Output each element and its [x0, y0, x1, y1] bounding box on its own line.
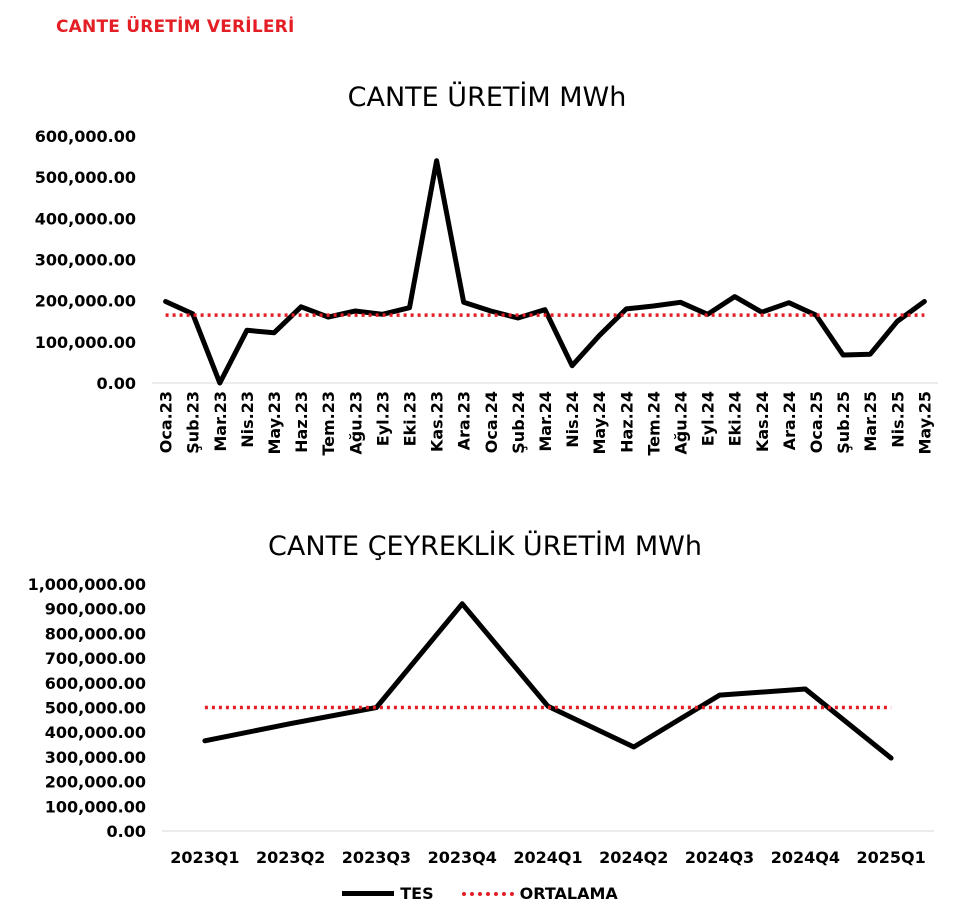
x-tick-label: May.23	[265, 391, 284, 455]
x-tick-label: 2024Q4	[771, 848, 840, 867]
y-tick-label: 200,000.00	[35, 292, 136, 311]
x-tick-label: 2024Q1	[513, 848, 582, 867]
y-tick-label: 600,000.00	[35, 127, 136, 146]
x-tick-label: Nis.23	[238, 391, 257, 448]
x-tick-label: Ara.24	[780, 391, 799, 450]
x-tick-label: Eki.24	[726, 391, 745, 446]
x-tick-label: Ara.23	[455, 391, 474, 450]
x-tick-label: Şub.23	[184, 391, 203, 454]
x-tick-label: 2024Q3	[685, 848, 754, 867]
legend-item-tes: TES	[342, 884, 434, 903]
legend-label-tes: TES	[400, 884, 434, 903]
y-tick-label: 600,000.00	[45, 674, 146, 693]
x-tick-label: 2024Q2	[599, 848, 668, 867]
series-line-tes	[202, 601, 894, 761]
chart-title: CANTE ÜRETİM MWh	[348, 81, 627, 113]
y-tick-label: 200,000.00	[45, 773, 146, 792]
page-header-title: CANTE ÜRETİM VERİLERİ	[56, 17, 295, 37]
x-tick-label: Oca.25	[807, 391, 826, 453]
x-tick-label: Şub.25	[834, 391, 853, 454]
x-tick-label: Haz.24	[617, 391, 636, 453]
x-tick-label: Eyl.24	[699, 391, 718, 446]
x-tick-label: May.24	[590, 391, 609, 455]
y-tick-label: 1,000,000.00	[28, 575, 146, 594]
y-tick-label: 400,000.00	[45, 723, 146, 742]
y-tick-label: 100,000.00	[35, 333, 136, 352]
x-tick-label: 2023Q4	[428, 848, 497, 867]
x-tick-label: 2023Q3	[342, 848, 411, 867]
quarterly-production-chart: CANTE ÇEYREKLİK ÜRETİM MWh 0.00 100,000.00…	[28, 530, 934, 867]
x-tick-label: Eyl.23	[373, 391, 392, 446]
y-tick-label: 300,000.00	[45, 748, 146, 767]
x-tick-label: Tem.23	[319, 391, 338, 456]
y-tick-label: 800,000.00	[45, 624, 146, 643]
x-tick-label: Oca.23	[157, 391, 176, 453]
x-tick-label: Mar.25	[861, 391, 880, 452]
x-tick-label: Ağu.24	[672, 391, 691, 455]
x-tick-label: Mar.24	[536, 391, 555, 452]
x-tick-label: Kas.23	[428, 391, 447, 452]
x-tick-label: Kas.24	[753, 391, 772, 452]
legend-swatch-tes	[342, 891, 395, 896]
x-tick-label: Ağu.23	[346, 391, 365, 455]
y-tick-label: 0.00	[107, 822, 146, 841]
x-tick-label: 2025Q1	[856, 848, 925, 867]
monthly-production-chart: CANTE ÜRETİM MWh 0.00 100,000.00 200,000.00…	[35, 81, 938, 456]
y-tick-label: 0.00	[97, 374, 136, 393]
legend-swatch-ortalama	[461, 891, 514, 896]
x-tick-label: 2023Q1	[170, 848, 239, 867]
x-tick-label: Oca.24	[482, 391, 501, 453]
series-line-tes	[163, 158, 927, 386]
y-tick-label: 400,000.00	[35, 209, 136, 228]
x-tick-label: Nis.25	[888, 391, 907, 448]
y-tick-label: 500,000.00	[45, 699, 146, 718]
y-tick-label: 700,000.00	[45, 649, 146, 668]
x-tick-label: Nis.24	[563, 391, 582, 448]
x-tick-label: Eki.23	[400, 391, 419, 446]
y-tick-label: 500,000.00	[35, 168, 136, 187]
y-tick-label: 900,000.00	[45, 600, 146, 619]
x-tick-label: 2023Q2	[256, 848, 325, 867]
legend-item-ortalama: ORTALAMA	[461, 884, 618, 903]
x-tick-label: Mar.23	[211, 391, 230, 452]
legend-label-ortalama: ORTALAMA	[519, 884, 618, 903]
x-tick-label: Tem.24	[644, 391, 663, 456]
x-tick-label: Şub.24	[509, 391, 528, 454]
y-tick-label: 100,000.00	[45, 797, 146, 816]
x-tick-label: May.25	[915, 391, 934, 455]
x-tick-label: Haz.23	[292, 391, 311, 453]
chart-legend: TES ORTALAMA	[0, 884, 960, 903]
y-tick-label: 300,000.00	[35, 251, 136, 270]
chart-title: CANTE ÇEYREKLİK ÜRETİM MWh	[268, 530, 702, 562]
